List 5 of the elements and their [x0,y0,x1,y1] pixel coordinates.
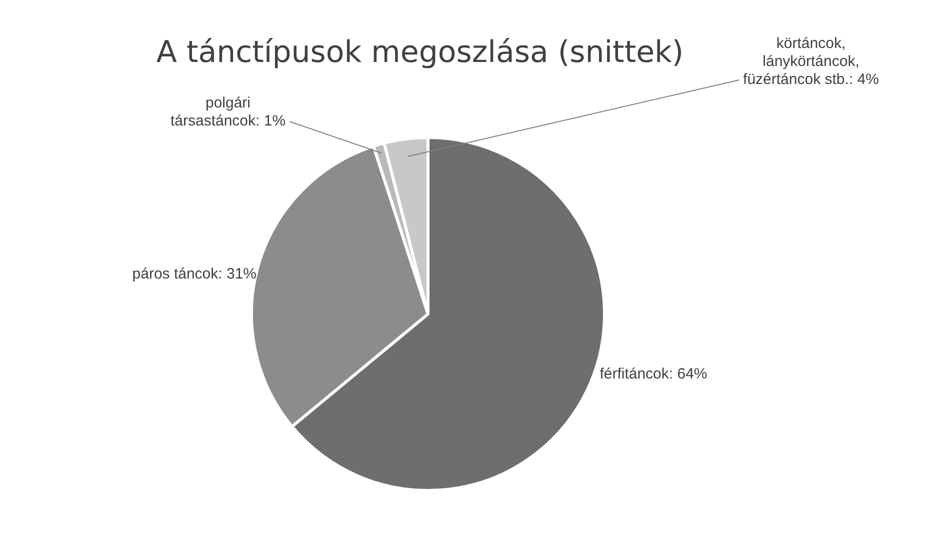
slice-label: férfitáncok: 64% [600,365,708,382]
slice-label: körtáncok, lánykörtáncok, füzértáncok stb.: 4% [743,35,879,88]
slice-label: polgári társastáncok: 1% [170,94,286,130]
chart-title: A tánctípusok megoszlása (snittek) [156,35,684,70]
slice-label: páros táncok: 31% [132,266,257,283]
